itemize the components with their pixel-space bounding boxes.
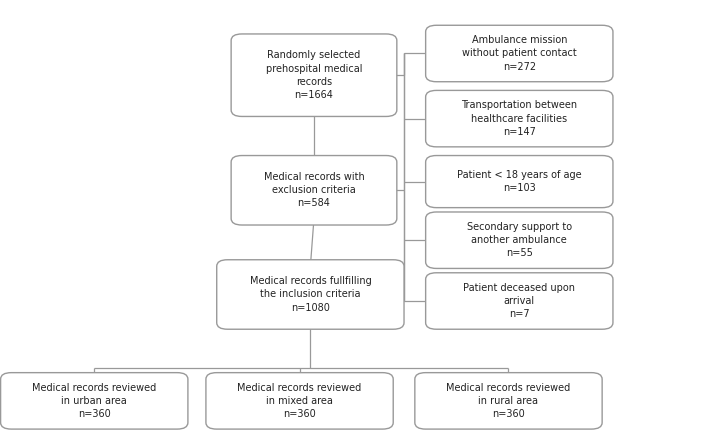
Text: Patient < 18 years of age
n=103: Patient < 18 years of age n=103 xyxy=(457,170,582,193)
Text: Medical records with
exclusion criteria
n=584: Medical records with exclusion criteria … xyxy=(264,172,364,208)
Text: Medical records fullfilling
the inclusion criteria
n=1080: Medical records fullfilling the inclusio… xyxy=(250,276,371,313)
Text: Medical records reviewed
in rural area
n=360: Medical records reviewed in rural area n… xyxy=(446,383,571,419)
FancyBboxPatch shape xyxy=(425,25,613,82)
FancyBboxPatch shape xyxy=(1,373,188,429)
Text: Secondary support to
another ambulance
n=55: Secondary support to another ambulance n… xyxy=(467,222,572,258)
Text: Randomly selected
prehospital medical
records
n=1664: Randomly selected prehospital medical re… xyxy=(266,50,362,100)
Text: Transportation between
healthcare facilities
n=147: Transportation between healthcare facili… xyxy=(461,101,577,137)
FancyBboxPatch shape xyxy=(231,156,397,225)
Text: Medical records reviewed
in mixed area
n=360: Medical records reviewed in mixed area n… xyxy=(237,383,362,419)
FancyBboxPatch shape xyxy=(415,373,602,429)
FancyBboxPatch shape xyxy=(425,156,613,208)
Text: Ambulance mission
without patient contact
n=272: Ambulance mission without patient contac… xyxy=(462,35,576,72)
FancyBboxPatch shape xyxy=(425,90,613,147)
FancyBboxPatch shape xyxy=(231,34,397,116)
FancyBboxPatch shape xyxy=(425,212,613,268)
FancyBboxPatch shape xyxy=(425,273,613,329)
Text: Medical records reviewed
in urban area
n=360: Medical records reviewed in urban area n… xyxy=(32,383,156,419)
FancyBboxPatch shape xyxy=(217,260,404,329)
FancyBboxPatch shape xyxy=(206,373,393,429)
Text: Patient deceased upon
arrival
n=7: Patient deceased upon arrival n=7 xyxy=(463,283,575,319)
